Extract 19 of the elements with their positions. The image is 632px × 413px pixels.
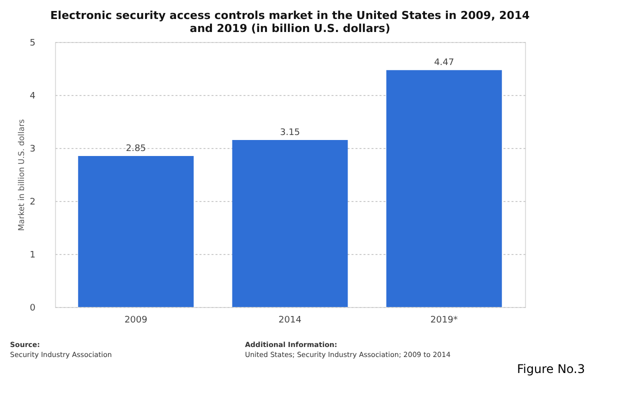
- y-tick-label: 4: [30, 92, 36, 102]
- text: and 2019 (in billion U.S. dollars): [190, 22, 390, 35]
- y-tick-label: 2: [30, 198, 36, 208]
- y-tick-label: 3: [30, 144, 36, 154]
- y-tick-label: 5: [30, 38, 36, 48]
- text: Figure No.3: [516, 362, 585, 376]
- data-label: 4.47: [434, 58, 454, 68]
- x-tick-label: 2009: [124, 316, 148, 326]
- y-tick-label: 1: [30, 250, 36, 260]
- bar: [386, 70, 502, 307]
- y-axis-title: Market in billion U.S. dollars: [16, 119, 26, 231]
- bar: [78, 156, 194, 307]
- x-tick-label: 2019*: [430, 316, 458, 326]
- text: Electronic security access controls market in the United States in 2009, 2014: [50, 9, 530, 22]
- data-label: 2.85: [126, 144, 146, 154]
- x-tick-label: 2014: [278, 316, 302, 326]
- y-tick-label: 0: [30, 304, 36, 314]
- bar: [232, 140, 348, 307]
- data-label: 3.15: [280, 128, 300, 138]
